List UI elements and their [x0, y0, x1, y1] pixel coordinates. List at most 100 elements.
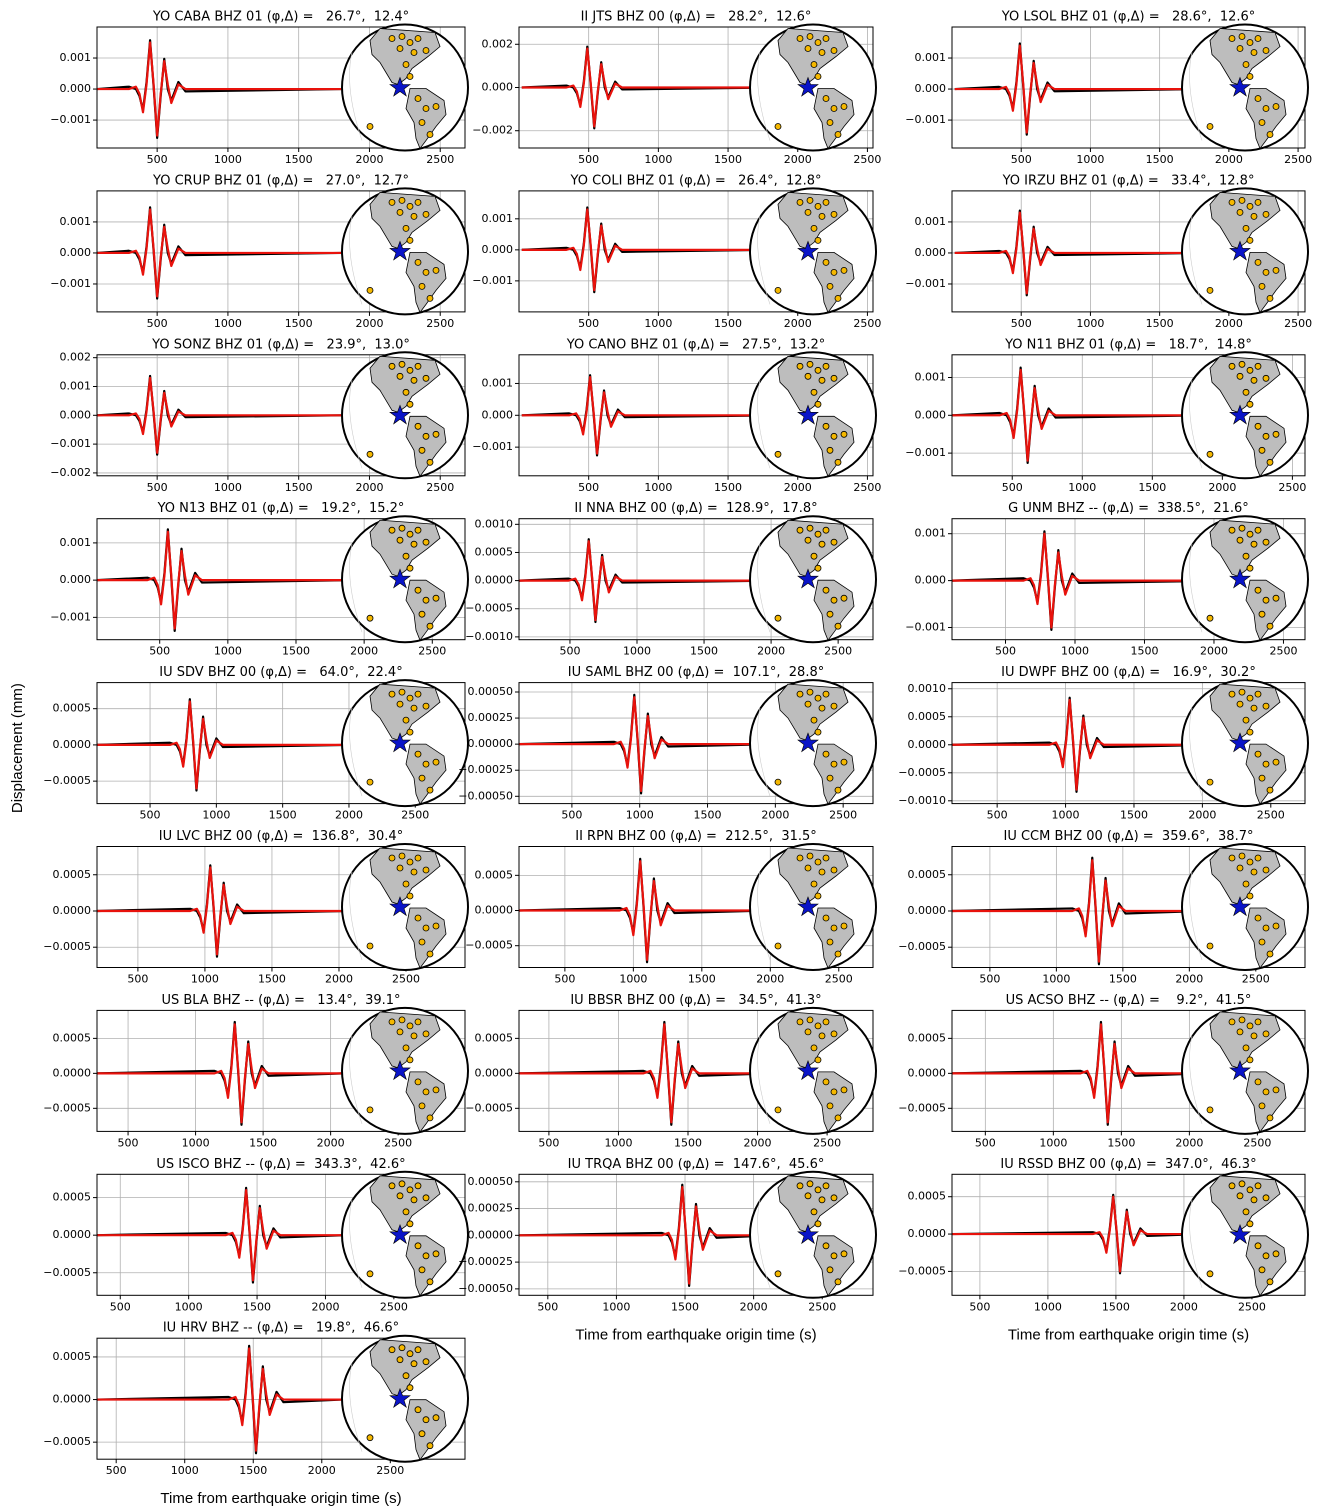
- x-tick-label: 1500: [714, 317, 742, 330]
- x-tick-label: 2500: [418, 645, 446, 658]
- panel-title: G UNM BHZ -- (φ,Δ) = 338.5°, 21.6°: [1008, 501, 1249, 516]
- trace: [97, 41, 342, 137]
- map-inset: [749, 843, 877, 971]
- y-tick-label: 0.0005: [53, 1350, 92, 1363]
- y-tick-label: 0.00050: [468, 685, 514, 698]
- panel: 500 1000 1500 2000 2500 −0.001 0.000 0.001 YO IR…: [905, 173, 1312, 330]
- x-tick-label: 1500: [674, 1136, 702, 1149]
- panel: 500 1000 1500 2000 2500 −0.0005 0.0000 0.0005 IU…: [465, 993, 877, 1149]
- y-tick-label: −0.001: [50, 277, 91, 290]
- x-tick-label: 500: [995, 645, 1016, 658]
- trace: [952, 859, 1203, 963]
- map-inset: [341, 843, 469, 971]
- trace: [952, 698, 1217, 791]
- panel: 500 1000 1500 2000 2500 −0.002 0.000 0.002 II JT…: [472, 10, 881, 167]
- x-tick-label: 1000: [202, 809, 230, 822]
- panel-title: IU DWPF BHZ 00 (φ,Δ) = 16.9°, 30.2°: [1001, 665, 1256, 680]
- y-tick-label: 0.001: [60, 51, 92, 64]
- x-tick-label: 2500: [1238, 1300, 1266, 1313]
- x-tick-label: 1000: [1076, 153, 1104, 166]
- trace: [521, 208, 770, 292]
- y-tick-label: 0.002: [482, 37, 514, 50]
- x-tick-label: 2000: [355, 481, 383, 494]
- x-tick-label: 2000: [1208, 481, 1236, 494]
- panel-title: II NNA BHZ 00 (φ,Δ) = 128.9°, 17.8°: [574, 501, 817, 516]
- x-tick-label: 1000: [1034, 1300, 1062, 1313]
- panel: 500 1000 1500 2000 2500 −0.00050 −0.00025 0.000…: [458, 665, 877, 822]
- x-tick-label: 500: [118, 1136, 139, 1149]
- x-tick-label: 2000: [784, 153, 812, 166]
- x-tick-label: 1000: [214, 645, 242, 658]
- panel-title: YO SONZ BHZ 01 (φ,Δ) = 23.9°, 13.0°: [151, 337, 410, 352]
- y-tick-label: −0.0005: [43, 774, 91, 787]
- x-tick-label: 2500: [853, 481, 881, 494]
- map-inset: [749, 351, 877, 480]
- y-tick-label: 0.001: [60, 536, 92, 549]
- x-tick-label: 500: [1011, 317, 1032, 330]
- panel-title: YO CRUP BHZ 01 (φ,Δ) = 27.0°, 12.7°: [152, 173, 409, 188]
- x-tick-label: 2500: [853, 317, 881, 330]
- trace: [97, 1188, 346, 1282]
- x-tick-label: 500: [147, 153, 168, 166]
- x-tick-label: 1500: [714, 481, 742, 494]
- y-tick-label: −0.0010: [465, 630, 513, 643]
- x-tick-label: 500: [975, 1136, 996, 1149]
- x-tick-label: 500: [140, 809, 161, 822]
- x-tick-label: 2500: [376, 1464, 404, 1477]
- panel: 500 1000 1500 2000 2500 −0.002 −0.001 0.000 0.00…: [50, 337, 469, 494]
- y-tick-label: −0.0005: [898, 1264, 946, 1277]
- x-tick-label: 1000: [214, 481, 242, 494]
- y-tick-label: −0.00025: [458, 763, 513, 776]
- y-tick-label: 0.0005: [53, 868, 92, 881]
- y-tick-label: 0.0005: [475, 545, 514, 558]
- x-tick-label: 1000: [182, 1136, 210, 1149]
- y-tick-label: 0.001: [915, 527, 947, 540]
- x-tick-label: 2000: [744, 1136, 772, 1149]
- y-tick-label: −0.0005: [43, 1266, 91, 1279]
- y-tick-label: 0.000: [60, 573, 92, 586]
- panel-title: IU HRV BHZ -- (φ,Δ) = 19.8°, 46.6°: [163, 1321, 399, 1336]
- x-tick-label: 500: [147, 481, 168, 494]
- x-tick-label: 1500: [258, 973, 286, 986]
- panel-title: US ACSO BHZ -- (φ,Δ) = 9.2°, 41.5°: [1006, 993, 1252, 1008]
- map-inset: [341, 187, 469, 316]
- map-inset: [749, 187, 877, 316]
- x-tick-label: 2000: [311, 1300, 339, 1313]
- x-tick-label: 1000: [175, 1300, 203, 1313]
- x-tick-label: 1500: [1138, 481, 1166, 494]
- x-tick-label: 1000: [644, 317, 672, 330]
- x-tick-label: 2000: [761, 809, 789, 822]
- x-tick-label: 500: [147, 317, 168, 330]
- x-tick-label: 2500: [1257, 809, 1285, 822]
- x-tick-label: 1500: [1130, 645, 1158, 658]
- x-tick-label: 2500: [426, 481, 454, 494]
- panel: 500 1000 1500 2000 2500 −0.0005 0.0000 0.0005 IU…: [898, 829, 1309, 986]
- trace: [519, 540, 772, 622]
- y-tick-label: 0.0005: [475, 868, 514, 881]
- x-tick-label: 2000: [355, 317, 383, 330]
- x-tick-label: 500: [537, 1300, 558, 1313]
- y-tick-label: 0.001: [482, 212, 514, 225]
- panel: 500 1000 1500 2000 2500 −0.00050 −0.00025 0.000…: [458, 1157, 877, 1343]
- y-tick-label: 0.00025: [468, 711, 514, 724]
- panel: 500 1000 1500 2000 2500 −0.001 0.000 0.001 YO CA…: [50, 10, 469, 166]
- panel-title: YO LSOL BHZ 01 (φ,Δ) = 28.6°, 12.6°: [1001, 10, 1256, 25]
- x-tick-label: 1000: [1076, 317, 1104, 330]
- panel: 500 1000 1500 2000 2500 −0.0005 0.0000 0.0005 IU…: [898, 1157, 1309, 1343]
- x-tick-label: 1000: [1052, 809, 1080, 822]
- y-tick-label: 0.0000: [53, 904, 92, 917]
- x-tick-label: 2500: [1284, 317, 1312, 330]
- y-tick-label: −0.0005: [898, 766, 946, 779]
- map-inset: [341, 1170, 469, 1299]
- map-inset: [749, 679, 877, 808]
- panel-title: IU CCM BHZ 00 (φ,Δ) = 359.6°, 38.7°: [1004, 829, 1254, 844]
- panel: 500 1000 1500 2000 2500 −0.001 0.000 0.001 YO CR…: [50, 173, 469, 330]
- map-inset: [1181, 23, 1309, 152]
- y-tick-label: −0.00050: [458, 1282, 513, 1295]
- x-tick-label: 1500: [269, 809, 297, 822]
- y-tick-label: 0.0000: [908, 1066, 947, 1079]
- x-tick-label: 2000: [756, 973, 784, 986]
- y-tick-label: −0.0005: [43, 1435, 91, 1448]
- y-tick-label: 0.0000: [475, 1066, 514, 1079]
- x-axis-label: Time from earthquake origin time (s): [575, 1326, 816, 1343]
